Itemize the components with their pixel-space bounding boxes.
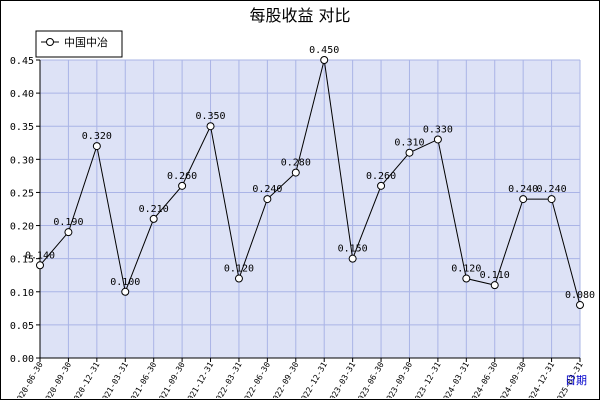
data-label: 0.110 — [480, 270, 510, 281]
data-point — [291, 168, 300, 177]
data-point — [234, 274, 243, 283]
x-tick-label: 2023-06-30 — [354, 360, 386, 400]
data-point — [36, 261, 44, 270]
data-point — [547, 195, 556, 204]
legend-series-name: 中国中冶 — [64, 35, 108, 49]
data-point — [64, 228, 73, 237]
data-point — [320, 56, 329, 64]
data-label: 0.210 — [139, 204, 169, 215]
x-tick-label: 2024-03-31 — [439, 360, 471, 400]
x-tick-label: 2024-12-31 — [524, 360, 556, 400]
y-tick-label: 0.20 — [10, 222, 34, 233]
y-tick-label: 0.15 — [10, 255, 34, 266]
series-line — [39, 59, 581, 306]
x-tick-label: 2022-06-30 — [240, 360, 272, 400]
x-tick-label: 2020-12-31 — [70, 360, 102, 400]
data-label: 0.280 — [281, 158, 311, 169]
data-label: 0.320 — [82, 131, 112, 142]
x-tick-label: 2020-09-30 — [41, 360, 73, 400]
x-tick-label: 2021-06-30 — [127, 360, 159, 400]
data-label: 0.450 — [309, 45, 339, 56]
data-point — [263, 195, 272, 204]
data-point — [405, 148, 414, 157]
data-point — [519, 195, 528, 204]
data-point — [178, 181, 187, 190]
plot-area — [40, 60, 580, 358]
y-tick-label: 0.00 — [10, 354, 34, 365]
y-tick-label: 0.40 — [10, 89, 34, 100]
x-tick-label: 2023-03-31 — [325, 360, 357, 400]
y-tick-label: 0.10 — [10, 288, 34, 299]
y-tick-label: 0.35 — [10, 122, 34, 133]
x-tick-label: 2021-03-31 — [98, 360, 130, 400]
data-point — [348, 254, 357, 263]
data-point — [462, 274, 471, 283]
data-point — [576, 301, 584, 310]
data-label: 0.260 — [167, 171, 197, 182]
y-tick-label: 0.45 — [10, 56, 34, 67]
y-tick-label: 0.30 — [10, 155, 34, 166]
data-point — [433, 135, 442, 144]
x-tick-label: 2023-12-31 — [411, 360, 443, 400]
data-point — [377, 181, 386, 190]
y-tick-label: 0.05 — [10, 321, 34, 332]
x-axis-label: 日期 — [565, 374, 587, 387]
x-tick-label: 2024-09-30 — [496, 360, 528, 400]
data-label: 0.140 — [25, 250, 55, 261]
x-tick-label: 2022-03-31 — [212, 360, 244, 400]
data-label: 0.100 — [110, 277, 140, 288]
legend: 中国中冶 — [35, 30, 123, 58]
data-point — [490, 281, 499, 290]
data-label: 0.350 — [195, 111, 225, 122]
data-point — [121, 287, 130, 296]
data-label: 0.150 — [338, 244, 368, 255]
data-label: 0.120 — [451, 264, 481, 275]
data-label: 0.240 — [537, 184, 567, 195]
data-label: 0.240 — [252, 184, 282, 195]
chart-title: 每股收益 对比 — [249, 6, 350, 25]
x-tick-label: 2021-12-31 — [183, 360, 215, 400]
data-label: 0.310 — [394, 138, 424, 149]
x-tick-label: 2023-09-30 — [382, 360, 414, 400]
x-tick-label: 2021-09-30 — [155, 360, 187, 400]
x-tick-label: 2020-06-30 — [13, 360, 45, 400]
data-label: 0.120 — [224, 264, 254, 275]
legend-marker-icon — [46, 38, 54, 46]
data-point — [149, 214, 158, 223]
x-tick-label: 2022-09-30 — [269, 360, 301, 400]
data-label: 0.190 — [53, 217, 83, 228]
y-tick-label: 0.25 — [10, 188, 34, 199]
data-point — [92, 142, 101, 151]
x-tick-label: 2024-06-30 — [468, 360, 500, 400]
data-label: 0.260 — [366, 171, 396, 182]
data-label: 0.080 — [565, 290, 595, 301]
x-tick-label: 2022-12-31 — [297, 360, 329, 400]
data-label: 0.240 — [508, 184, 538, 195]
data-point — [206, 122, 215, 131]
data-label: 0.330 — [423, 124, 453, 135]
